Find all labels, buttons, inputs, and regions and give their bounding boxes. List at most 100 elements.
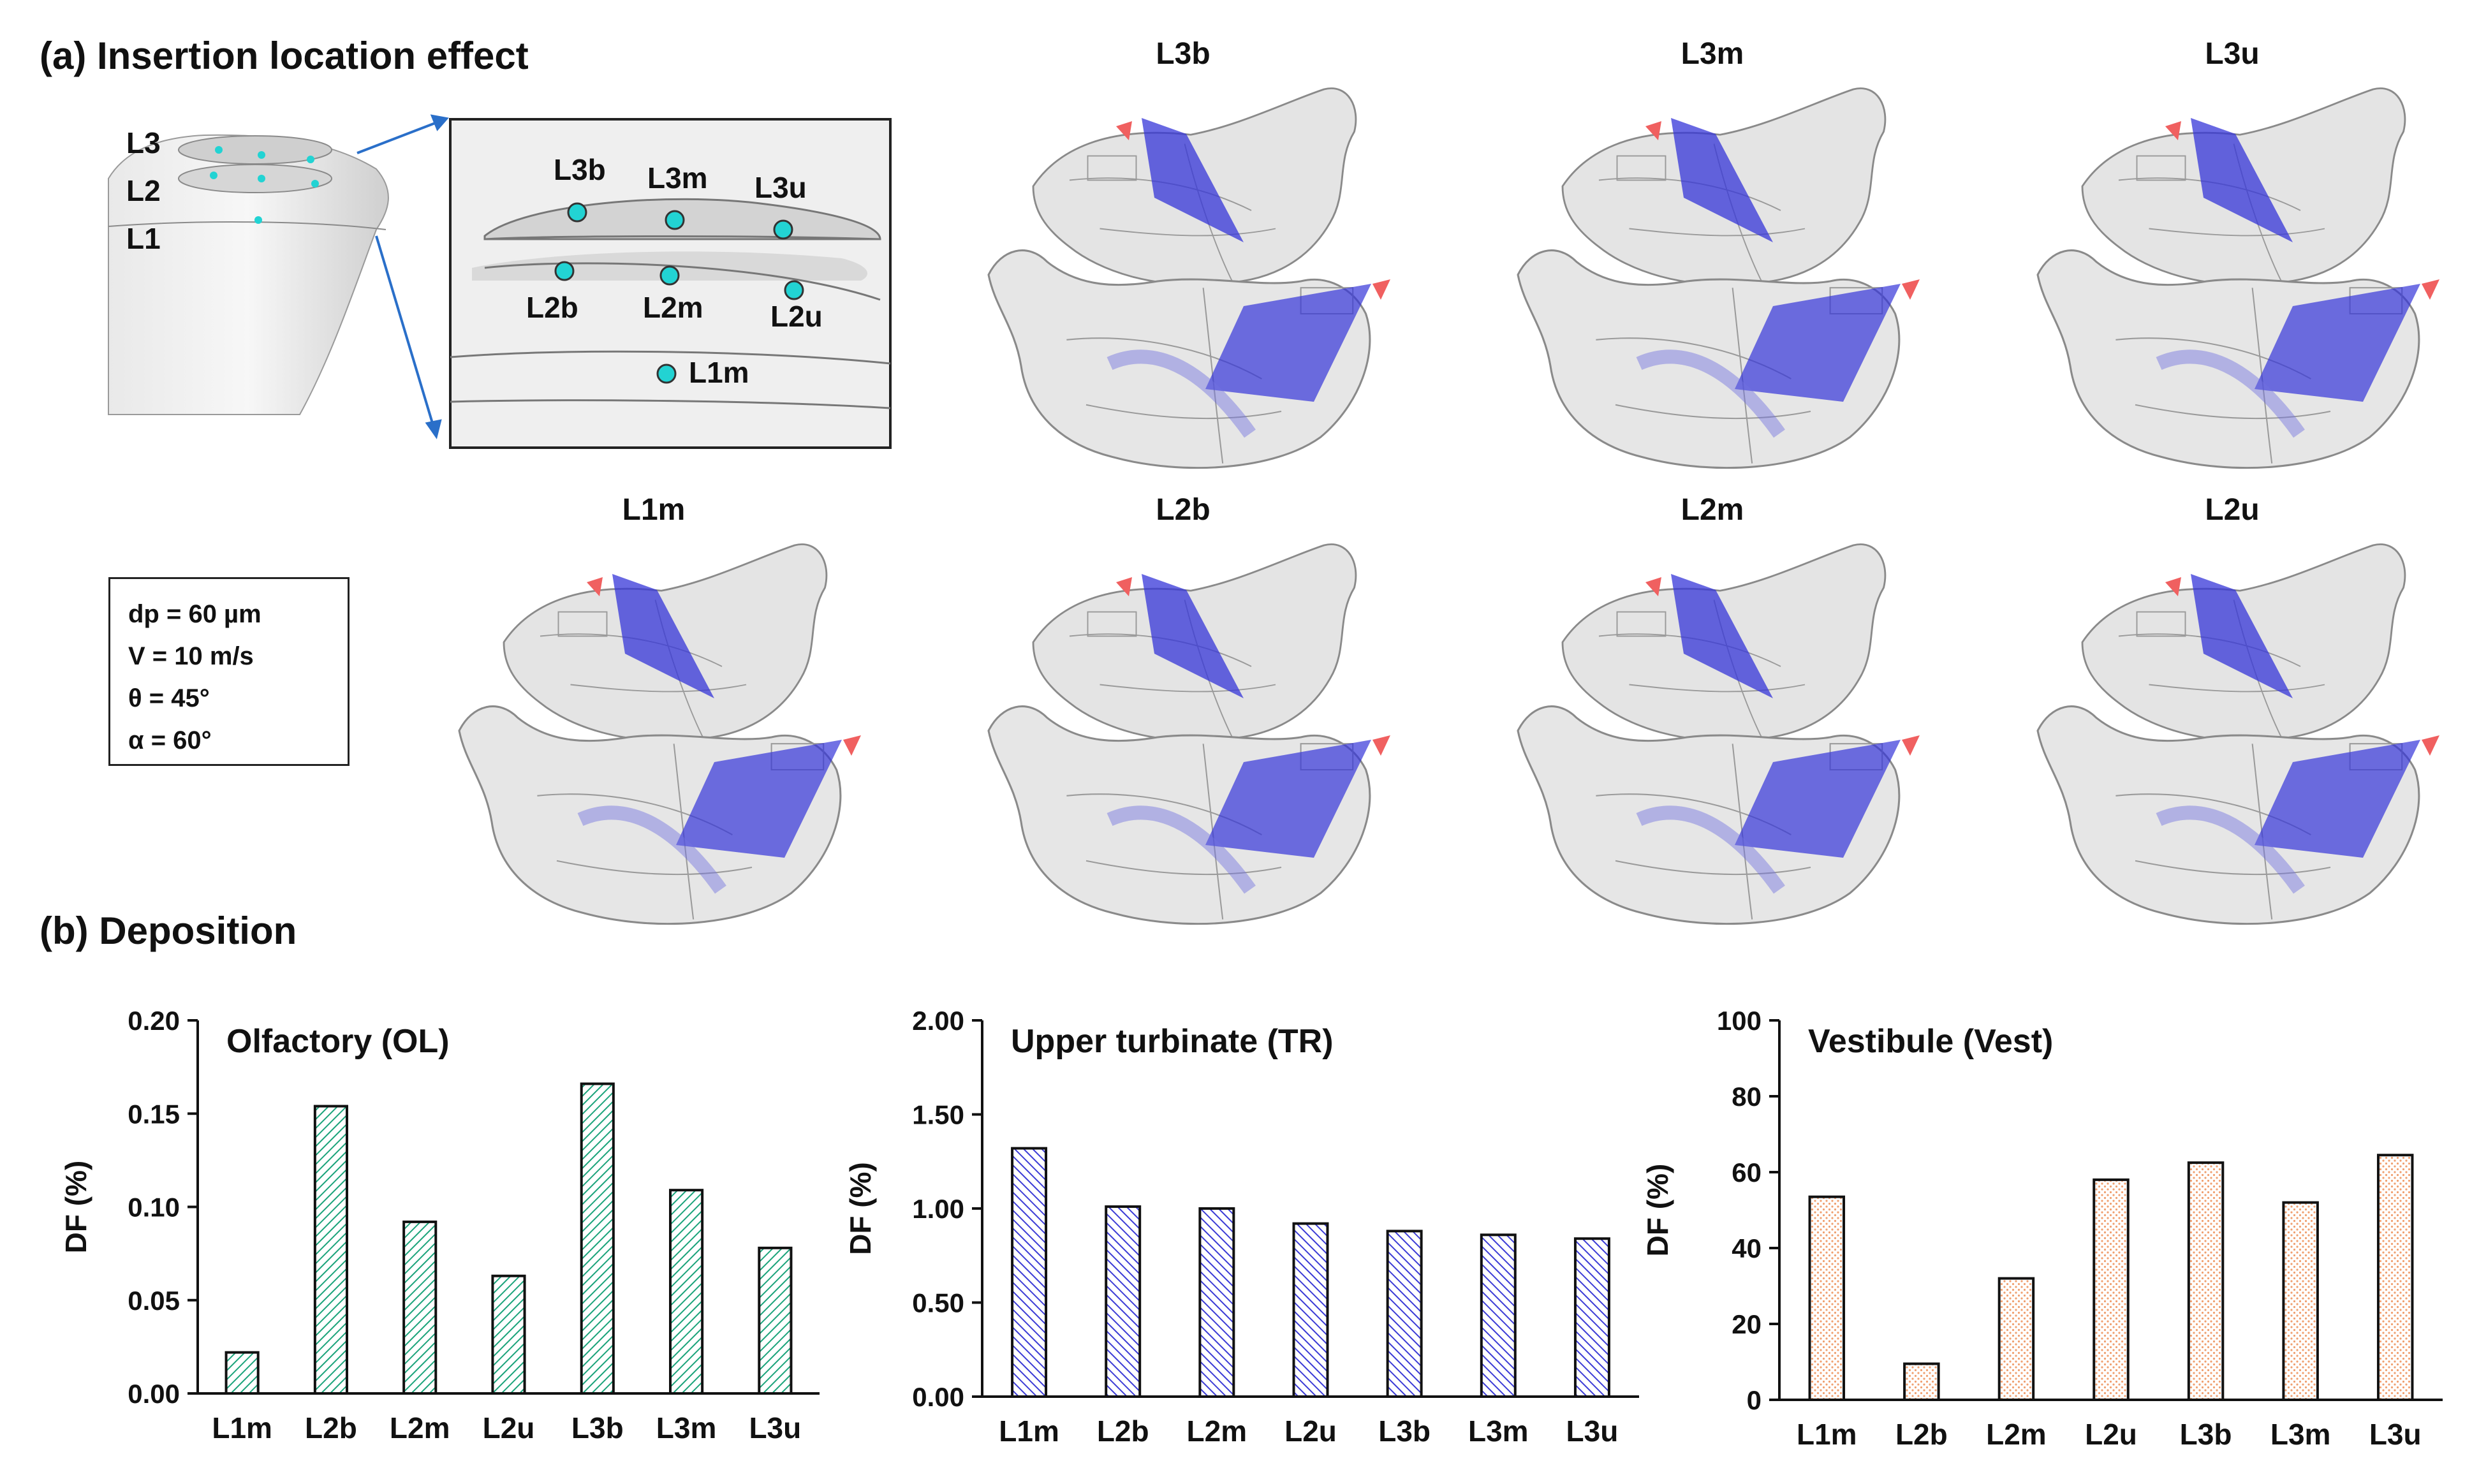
bar-L3u [758, 1246, 793, 1395]
bar-L3m [1480, 1233, 1517, 1399]
y-tick-label: 0.50 [912, 1288, 964, 1318]
render-label-L2u: L2u [2205, 493, 2259, 527]
y-tick-label: 0.20 [128, 1006, 180, 1036]
x-tick-label: L3m [2270, 1418, 2331, 1451]
x-tick-label: L1m [212, 1411, 272, 1444]
chart-1: 0.00 0.50 1.00 1.50 2.00 DF (%) Upper turbinat… [844, 1006, 1639, 1448]
bar-L3m [2282, 1201, 2319, 1401]
inset-label-L2b: L2b [526, 291, 578, 324]
bar-L3m [669, 1189, 704, 1395]
param-velocity: V = 10 m/s [128, 642, 254, 670]
y-axis-label: DF (%) [59, 1161, 92, 1254]
render-label-L3m: L3m [1681, 37, 1744, 71]
inset-label-L1m: L1m [689, 356, 749, 389]
x-tick-label: L3b [1378, 1414, 1431, 1448]
inset-label-L2u: L2u [770, 300, 823, 333]
nozzle-side-view [108, 134, 389, 415]
x-tick-label: L3b [2180, 1418, 2232, 1451]
x-tick-label: L2u [1284, 1414, 1337, 1448]
inset-label-L3u: L3u [754, 171, 807, 204]
y-tick-label: 0.05 [128, 1286, 180, 1316]
render-L2m: L2m [1517, 493, 1920, 925]
bar-L2u [2093, 1178, 2130, 1402]
y-tick-label: 1.50 [912, 1100, 964, 1130]
bar-L3b [580, 1082, 615, 1395]
y-tick-label: 0 [1747, 1385, 1762, 1415]
y-tick-label: 40 [1732, 1233, 1762, 1263]
param-particle-diameter: dp = 60 µm [128, 600, 261, 628]
chart-0: 0.00 0.05 0.10 0.15 0.20 DF (%) Olfactory (OL)… [59, 1006, 820, 1444]
render-L3b: L3b [987, 37, 1390, 469]
render-L3u: L3u [2036, 37, 2439, 469]
y-tick-label: 80 [1732, 1082, 1762, 1112]
bar-L3b [1386, 1230, 1423, 1399]
y-tick-label: 100 [1717, 1006, 1762, 1036]
y-tick-label: 1.00 [912, 1194, 964, 1224]
chart-2: 0 20 40 60 80 100 DF (%) Vestibule (Vest) L1m L2b… [1641, 1006, 2443, 1451]
render-L2u: L2u [2036, 493, 2439, 925]
render-L3m: L3m [1517, 37, 1920, 469]
param-theta: θ = 45° [128, 684, 210, 712]
y-tick-label: 20 [1732, 1309, 1762, 1339]
x-tick-label: L2u [2085, 1418, 2137, 1451]
render-label-L2m: L2m [1681, 493, 1744, 527]
x-tick-label: L2b [305, 1411, 357, 1444]
x-tick-label: L3m [656, 1411, 717, 1444]
bar-L3u [1573, 1237, 1610, 1398]
y-tick-label: 0.00 [128, 1379, 180, 1409]
x-tick-label: L2m [1986, 1418, 2047, 1451]
y-axis-label: DF (%) [1641, 1164, 1674, 1257]
zoom-arrows [357, 114, 449, 439]
x-tick-label: L3m [1468, 1414, 1529, 1448]
bar-L2u [491, 1274, 526, 1395]
render-label-L3u: L3u [2205, 37, 2259, 71]
x-tick-label: L3u [749, 1411, 801, 1444]
param-alpha: α = 60° [128, 726, 212, 754]
y-tick-label: 0.10 [128, 1193, 180, 1223]
layer-label-L2: L2 [126, 174, 161, 207]
x-tick-label: L3u [2369, 1418, 2422, 1451]
x-tick-label: L1m [1797, 1418, 1857, 1451]
bar-L3u [2376, 1154, 2414, 1401]
deposition-renders: L3b L3m L3u L1m L2b L2m L2u [458, 37, 2439, 925]
y-tick-label: 0.00 [912, 1382, 964, 1412]
bar-L1m [1808, 1195, 1846, 1402]
inset-label-L2m: L2m [643, 291, 703, 324]
x-tick-label: L2b [1895, 1418, 1948, 1451]
deposition-charts: 0.00 0.05 0.10 0.15 0.20 DF (%) Olfactory (OL)… [59, 1006, 2443, 1451]
render-label-L2b: L2b [1156, 493, 1210, 527]
x-tick-label: L2m [390, 1411, 450, 1444]
y-tick-label: 0.15 [128, 1099, 180, 1129]
layer-label-L1: L1 [126, 222, 161, 255]
render-L2b: L2b [987, 493, 1390, 925]
bar-L2b [313, 1105, 349, 1395]
bar-L2m [1198, 1207, 1235, 1398]
x-tick-label: L3b [571, 1411, 624, 1444]
bar-L1m [224, 1351, 260, 1395]
y-axis-label: DF (%) [844, 1162, 877, 1255]
chart-title: Olfactory (OL) [226, 1023, 450, 1060]
x-tick-label: L1m [999, 1414, 1059, 1448]
panel-b-title: (b) Deposition [40, 909, 297, 952]
bar-L2u [1292, 1222, 1329, 1398]
y-tick-label: 2.00 [912, 1006, 964, 1036]
render-L1m: L1m [458, 493, 861, 925]
inset-label-L3m: L3m [647, 161, 708, 195]
panel-a-title: (a) Insertion location effect [40, 34, 529, 77]
bar-L3b [2187, 1161, 2225, 1401]
nozzle-inset [449, 118, 892, 449]
simulation-parameters-box: dp = 60 µm V = 10 m/s θ = 45° α = 60° [108, 577, 349, 766]
layer-label-L3: L3 [126, 126, 161, 159]
x-tick-label: L2u [483, 1411, 535, 1444]
x-tick-label: L3u [1566, 1414, 1619, 1448]
chart-title: Upper turbinate (TR) [1011, 1023, 1334, 1060]
chart-title: Vestibule (Vest) [1808, 1023, 2053, 1060]
bar-L2m [402, 1220, 438, 1395]
x-tick-label: L2m [1187, 1414, 1247, 1448]
bar-L1m [1011, 1147, 1048, 1398]
y-tick-label: 60 [1732, 1157, 1762, 1187]
bar-L2b [1105, 1205, 1142, 1399]
render-label-L1m: L1m [622, 493, 686, 527]
render-label-L3b: L3b [1156, 37, 1210, 71]
